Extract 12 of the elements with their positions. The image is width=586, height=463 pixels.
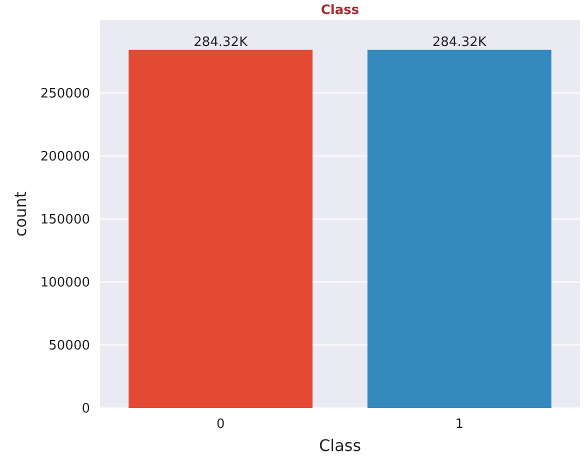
y-tick-label: 0 [82, 402, 90, 417]
y-tick-label: 100000 [40, 276, 90, 291]
y-axis-title: count [11, 191, 30, 237]
y-tick-label: 200000 [40, 150, 90, 165]
y-tick-label: 50000 [48, 338, 90, 354]
x-tick-label: 1 [455, 417, 464, 432]
data-label: 284.32K [432, 34, 487, 50]
x-axis-title: Class [318, 436, 362, 455]
y-tick-label: 250000 [40, 86, 90, 102]
chart-title: Class [320, 3, 360, 18]
y-tick-label: 150000 [40, 212, 90, 228]
data-label: 284.32K [194, 34, 248, 50]
